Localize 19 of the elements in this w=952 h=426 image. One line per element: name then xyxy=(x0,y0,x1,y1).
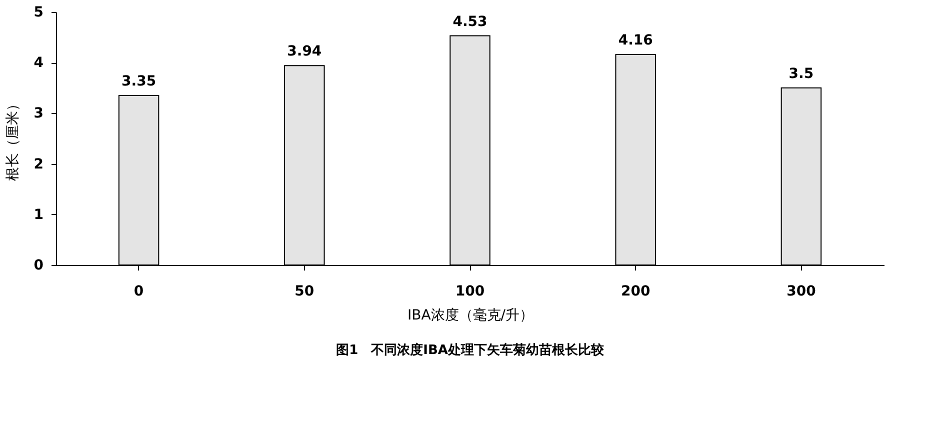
y-tick-label: 2 xyxy=(34,156,44,172)
x-axis-title: IBA浓度（毫克/升） xyxy=(407,308,534,324)
x-tick-label: 200 xyxy=(620,284,650,300)
y-tick-label: 5 xyxy=(34,4,44,20)
x-tick-label: 0 xyxy=(134,284,144,300)
data-label: 4.53 xyxy=(452,14,488,30)
data-label: 3.35 xyxy=(122,73,156,90)
data-label: 3.5 xyxy=(788,66,814,82)
y-tick-label: 0 xyxy=(34,258,44,274)
y-tick-label: 1 xyxy=(34,206,44,223)
data-label: 4.16 xyxy=(618,32,653,49)
x-tick-label: 300 xyxy=(786,284,816,300)
y-tick-label: 4 xyxy=(34,55,44,72)
text: 图1 不同浓度IBA处理下矢车菊幼苗根长比较 xyxy=(336,342,605,358)
data-label: 3.94 xyxy=(287,44,322,60)
y-axis-title: 根长（厘米） xyxy=(4,97,21,181)
x-tick-label: 50 xyxy=(294,284,314,300)
x-tick-label: 100 xyxy=(455,284,485,300)
y-tick-label: 3 xyxy=(34,106,44,122)
